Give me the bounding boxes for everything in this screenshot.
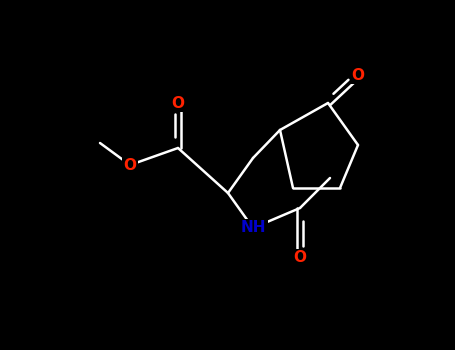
Text: O: O [293,251,307,266]
Text: O: O [123,158,136,173]
Text: NH: NH [240,220,266,236]
Text: O: O [172,96,184,111]
Text: O: O [352,68,364,83]
